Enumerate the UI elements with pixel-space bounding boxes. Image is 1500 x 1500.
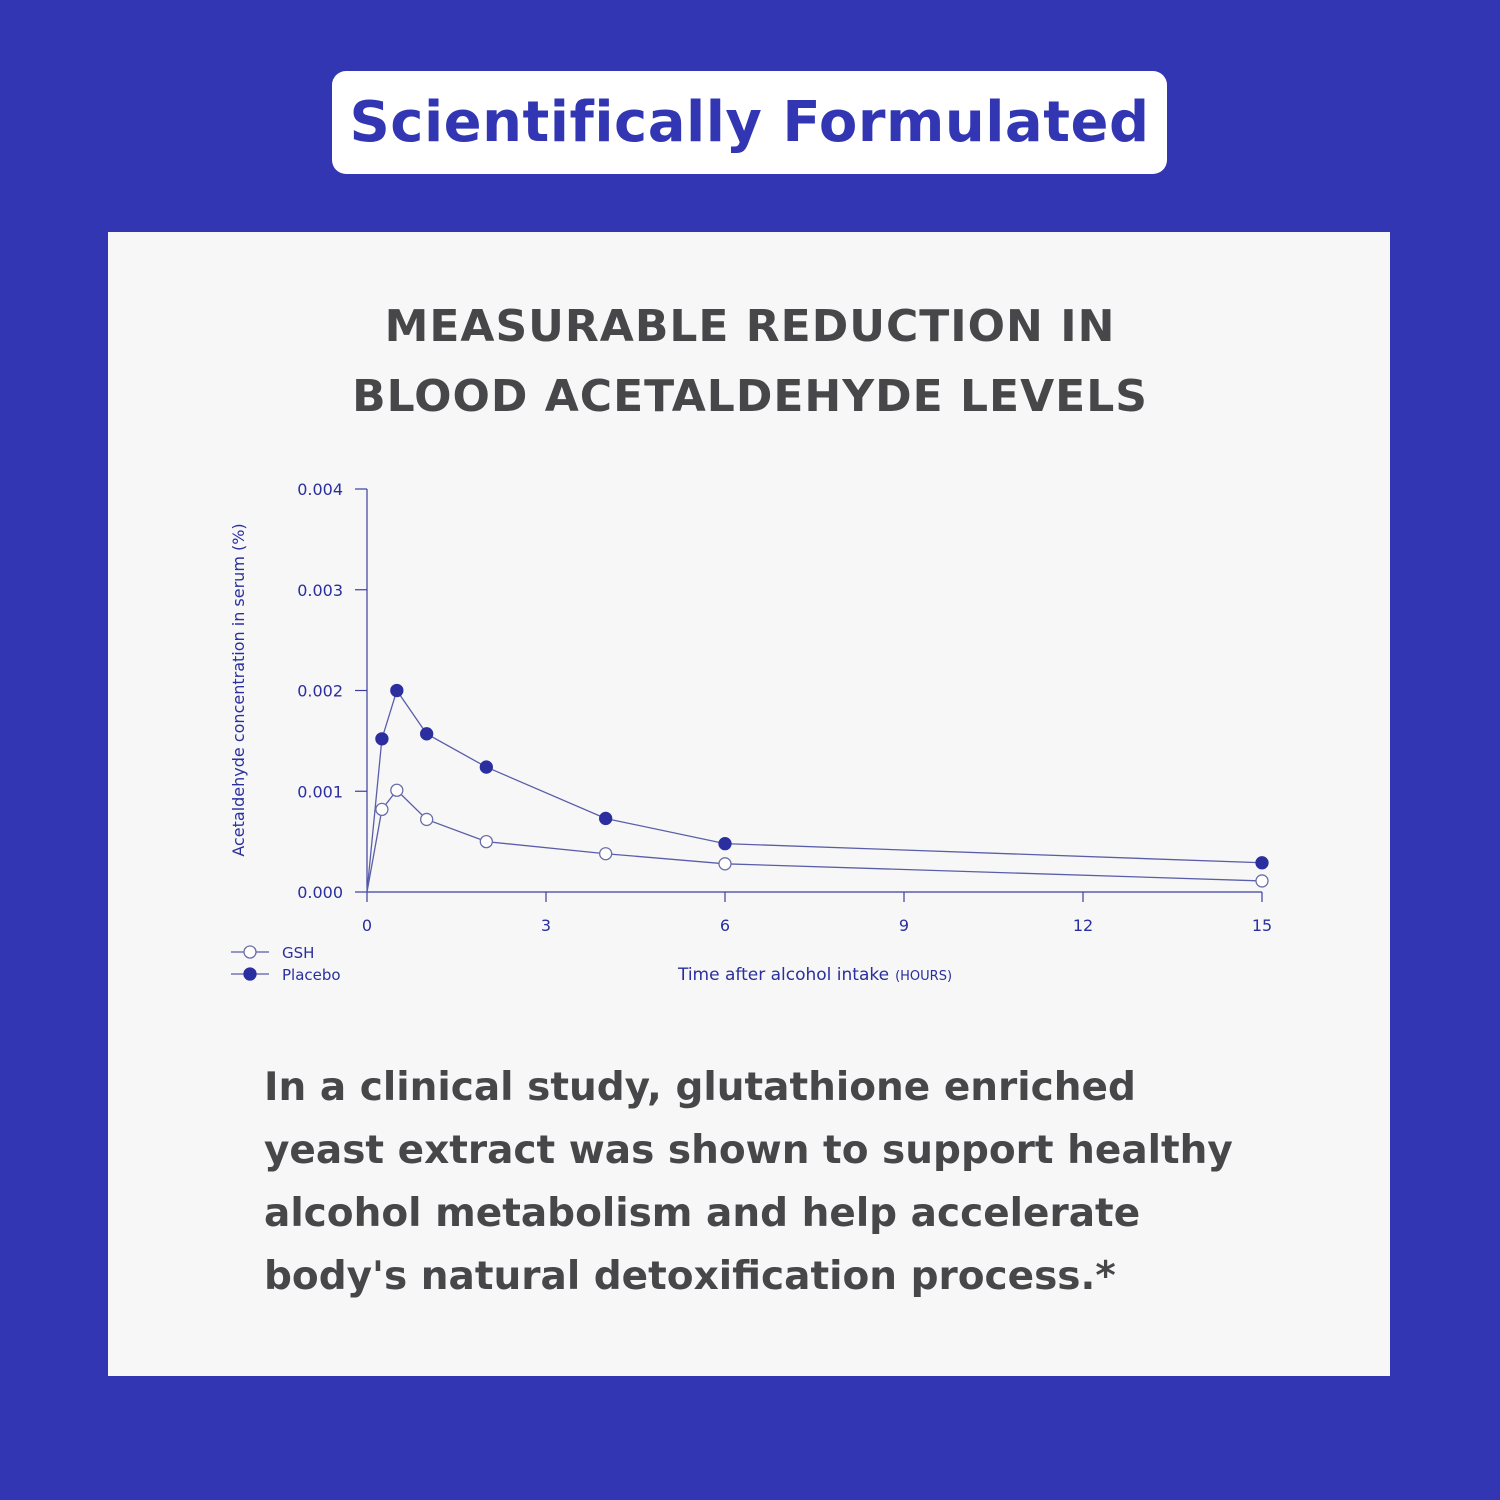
title-badge: Scientifically Formulated bbox=[332, 71, 1167, 174]
body-line-2: yeast extract was shown to support healt… bbox=[264, 1128, 1233, 1173]
legend: GSH Placebo bbox=[231, 944, 341, 984]
x-tick-label: 15 bbox=[1252, 916, 1272, 935]
chart-card bbox=[108, 232, 1390, 1376]
placebo-data-point bbox=[420, 727, 434, 741]
gsh-data-point bbox=[390, 783, 404, 797]
gsh-series-line bbox=[366, 789, 1263, 893]
legend-gsh-label: GSH bbox=[282, 944, 314, 962]
placebo-data-point bbox=[479, 760, 493, 774]
x-tick-label: 6 bbox=[720, 916, 730, 935]
legend-placebo-marker bbox=[243, 967, 257, 981]
gsh-data-point bbox=[479, 834, 493, 849]
heading-line-1: MEASURABLE REDUCTION IN bbox=[384, 301, 1116, 352]
placebo-series-line bbox=[366, 689, 1263, 893]
study-description: In a clinical study, glutathione enriche… bbox=[264, 1056, 1324, 1308]
y-tick-label: 0.000 bbox=[297, 883, 343, 902]
y-tick-label: 0.003 bbox=[297, 581, 343, 600]
body-line-3: alcohol metabolism and help accelerate bbox=[264, 1191, 1141, 1236]
gsh-data-point bbox=[375, 802, 389, 817]
gsh-data-point bbox=[599, 847, 613, 861]
body-line-4: body's natural detoxification process.* bbox=[264, 1254, 1116, 1299]
gsh-data-point bbox=[1255, 874, 1269, 888]
badge-title: Scientifically Formulated bbox=[349, 90, 1150, 155]
y-tick-label: 0.002 bbox=[297, 682, 343, 701]
placebo-data-point bbox=[375, 732, 389, 746]
y-tick-label: 0.001 bbox=[297, 782, 343, 801]
y-tick-label: 0.004 bbox=[297, 480, 343, 499]
x-axis-label-unit: (HOURS) bbox=[895, 969, 952, 984]
body-line-1: In a clinical study, glutathione enriche… bbox=[264, 1065, 1136, 1110]
x-axis-label-main: Time after alcohol intake bbox=[677, 965, 889, 985]
legend-gsh-marker bbox=[243, 945, 257, 959]
placebo-data-point bbox=[718, 836, 732, 851]
x-axis-label: Time after alcohol intake (HOURS) bbox=[677, 965, 952, 985]
chart-heading: MEASURABLE REDUCTION IN BLOOD ACETALDEHY… bbox=[0, 292, 1500, 432]
x-tick-label: 9 bbox=[899, 916, 909, 935]
x-tick-label: 0 bbox=[362, 916, 372, 935]
placebo-data-point bbox=[1255, 856, 1269, 870]
heading-line-2: BLOOD ACETALDEHYDE LEVELS bbox=[352, 371, 1148, 422]
y-axis-label: Acetaldehyde concentration in serum (%) bbox=[229, 523, 248, 856]
placebo-data-point bbox=[390, 683, 404, 698]
gsh-data-point bbox=[420, 812, 434, 827]
legend-placebo-label: Placebo bbox=[282, 966, 341, 984]
x-tick-label: 12 bbox=[1073, 916, 1093, 935]
x-tick-label: 3 bbox=[541, 916, 551, 935]
gsh-data-point bbox=[718, 857, 732, 871]
placebo-data-point bbox=[599, 811, 613, 826]
